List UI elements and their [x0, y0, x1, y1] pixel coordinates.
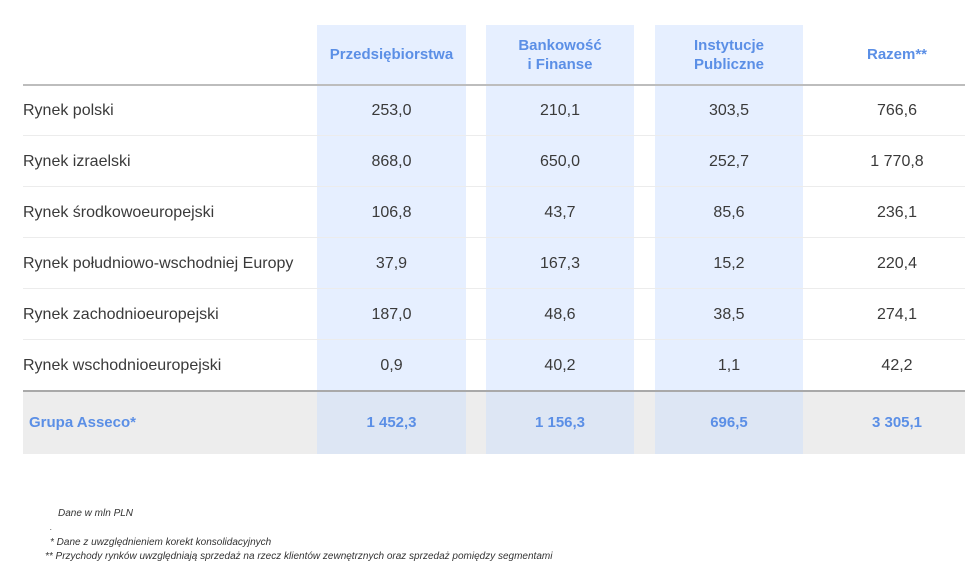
table-row: Rynek wschodnioeuropejski 0,9 40,2 1,1 4… — [0, 340, 976, 391]
cell-public: 252,7 — [708, 153, 750, 170]
table-row: Rynek polski 253,0 210,1 303,5 766,6 — [0, 85, 976, 136]
cell-banking: 650,0 — [539, 153, 581, 170]
table-row: Rynek izraelski 868,0 650,0 252,7 1 770,… — [0, 136, 976, 187]
row-divider — [23, 186, 965, 187]
cell-public: 1,1 — [717, 357, 741, 374]
row-divider — [23, 237, 965, 238]
cell-banking: 43,7 — [544, 204, 576, 221]
cell-enterprises: 37,9 — [375, 255, 408, 272]
cell-banking: 210,1 — [539, 102, 581, 119]
total-cell-highlight — [655, 392, 803, 454]
row-label: Rynek środkowoeuropejski — [23, 204, 215, 221]
units-note: Dane w mln PLN — [58, 508, 134, 519]
cell-public: 85,6 — [713, 204, 745, 221]
cell-banking: 167,3 — [539, 255, 581, 272]
row-label: Rynek izraelski — [23, 153, 131, 170]
row-label: Rynek polski — [23, 102, 114, 119]
cell-total: 1 770,8 — [870, 153, 924, 170]
cell-banking: 48,6 — [544, 306, 576, 323]
footnote-2: ** Przychody rynków uwzględniają sprzeda… — [45, 551, 553, 562]
header-enterprises: Przedsiębiorstwa — [329, 46, 454, 63]
total-cell-highlight — [486, 392, 634, 454]
cell-banking: 40,2 — [544, 357, 576, 374]
footnote-1: * Dane z uwzględnieniem korekt konsolida… — [50, 537, 272, 548]
header-banking: Bankowość i Finanse — [518, 36, 602, 73]
cell-public: 15,2 — [713, 255, 745, 272]
row-label: Rynek wschodnioeuropejski — [23, 357, 222, 374]
total-row-background — [23, 392, 965, 454]
table-row: Rynek środkowoeuropejski 106,8 43,7 85,6… — [0, 187, 976, 238]
column-highlight-banking — [486, 25, 634, 454]
cell-enterprises: 868,0 — [371, 153, 412, 170]
row-divider — [23, 288, 965, 289]
cell-public: 303,5 — [708, 102, 750, 119]
cell-enterprises: 0,9 — [380, 357, 403, 374]
cell-total: 42,2 — [881, 357, 913, 374]
cell-total: 766,6 — [876, 102, 918, 119]
table-row: Rynek zachodnioeuropejski 187,0 48,6 38,… — [0, 289, 976, 340]
row-label: Rynek zachodnioeuropejski — [23, 306, 219, 323]
header-public-institutions: Instytucje Publiczne — [693, 36, 765, 73]
total-banking: 1 156,3 — [534, 414, 586, 431]
cell-enterprises: 253,0 — [371, 102, 412, 119]
column-highlight-public — [655, 25, 803, 454]
row-label: Rynek południowo-wschodniej Europy — [23, 255, 294, 272]
cell-total: 274,1 — [876, 306, 918, 323]
cell-enterprises: 187,0 — [371, 306, 412, 323]
header-divider — [23, 84, 965, 86]
total-row: Grupa Asseco* 1 452,3 1 156,3 696,5 3 30… — [0, 392, 976, 454]
total-label: Grupa Asseco* — [29, 414, 136, 431]
row-divider — [23, 339, 965, 340]
note-dot: . — [50, 523, 53, 532]
row-divider — [23, 135, 965, 136]
total-enterprises: 1 452,3 — [366, 414, 417, 431]
header-total: Razem** — [866, 46, 928, 63]
cell-enterprises: 106,8 — [371, 204, 412, 221]
cell-public: 38,5 — [713, 306, 745, 323]
cell-total: 220,4 — [876, 255, 918, 272]
total-sum: 3 305,1 — [871, 414, 923, 431]
total-public: 696,5 — [710, 414, 748, 431]
column-highlight-enterprises — [317, 25, 466, 454]
cell-total: 236,1 — [876, 204, 918, 221]
table-row: Rynek południowo-wschodniej Europy 37,9 … — [0, 238, 976, 289]
total-divider — [23, 390, 965, 392]
total-cell-highlight — [317, 392, 466, 454]
